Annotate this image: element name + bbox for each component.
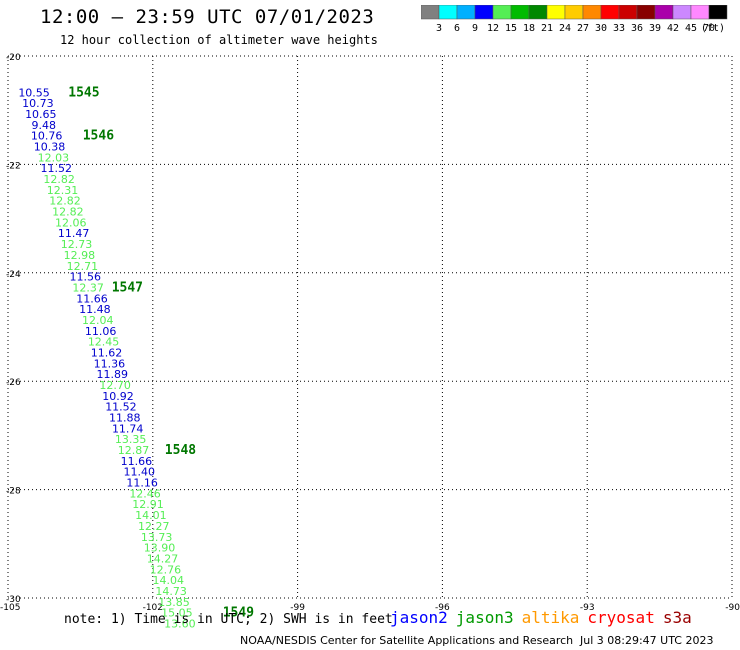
colorbar-label: 36 <box>631 23 643 33</box>
y-tick-label: -26 <box>6 378 21 388</box>
wave-height-label: 11.88 <box>109 412 141 425</box>
wave-height-label: 10.73 <box>22 97 54 110</box>
wave-height-label: 9.48 <box>31 119 56 132</box>
wave-height-label: 11.36 <box>94 357 126 370</box>
satellite-legend: jason2 jason3 altika cryosat s3a <box>390 608 700 627</box>
wave-height-label: 11.52 <box>105 401 137 414</box>
pass-label: 1547 <box>112 280 143 295</box>
wave-height-label: 11.56 <box>69 271 101 284</box>
y-tick-label: -20 <box>6 53 21 63</box>
wave-height-label: 13.73 <box>141 531 173 544</box>
pass-label: 1548 <box>165 443 196 458</box>
wave-height-label: 14.27 <box>147 552 179 565</box>
wave-height-label: 12.82 <box>43 173 75 186</box>
x-tick-label: -93 <box>580 603 595 613</box>
wave-height-label: 11.47 <box>58 227 90 240</box>
wave-height-label: 12.46 <box>129 487 161 500</box>
colorbar-label: 33 <box>613 23 625 33</box>
colorbar-label: 21 <box>541 23 553 33</box>
wave-height-label: 10.38 <box>34 141 66 154</box>
wave-height-label: 11.52 <box>41 162 73 175</box>
wave-height-label: 11.06 <box>85 325 117 338</box>
wave-height-label: 12.73 <box>61 238 93 251</box>
pass-label: 1549 <box>223 606 254 621</box>
colorbar-label: 27 <box>577 23 589 33</box>
colorbar-label: 45 <box>685 23 697 33</box>
colorbar-label: 30 <box>595 23 607 33</box>
x-tick-label: -90 <box>725 603 740 613</box>
wave-height-label: 15.05 <box>161 607 193 620</box>
colorbar-label: 39 <box>649 23 661 33</box>
satellite-jason3: jason3 <box>455 608 514 627</box>
y-tick-label: -22 <box>6 161 21 171</box>
x-tick-label: -102 <box>143 603 163 613</box>
wave-height-label: 11.40 <box>124 466 156 479</box>
wave-height-label: 12.03 <box>38 151 70 164</box>
wave-height-label: 11.66 <box>121 455 153 468</box>
wave-height-label: 14.04 <box>152 574 184 587</box>
satellite-jason2: jason2 <box>390 608 448 627</box>
chart-subtitle: 12 hour collection of altimeter wave hei… <box>60 33 378 47</box>
x-tick-label: -96 <box>435 603 450 613</box>
wave-height-label: 10.92 <box>102 390 134 403</box>
wave-height-label: 12.82 <box>49 195 81 208</box>
footnote: note: 1) Time is in UTC; 2) SWH is in fe… <box>64 612 393 627</box>
wave-height-label: 12.27 <box>138 520 170 533</box>
colorbar-label: 18 <box>523 23 535 33</box>
wave-height-label: 13.90 <box>144 542 176 555</box>
satellite-altika: altika <box>521 608 580 627</box>
wave-height-label: 11.48 <box>79 303 111 316</box>
wave-height-label: 12.71 <box>67 260 99 273</box>
wave-height-label: 11.62 <box>91 346 123 359</box>
satellite-cryosat: cryosat <box>587 608 655 627</box>
credit-text: NOAA/NESDIS Center for Satellite Applica… <box>240 634 574 647</box>
wave-height-label: 12.70 <box>99 379 131 392</box>
wave-height-label: 12.91 <box>132 498 164 511</box>
x-tick-label: -99 <box>290 603 305 613</box>
wave-height-label: 11.74 <box>112 422 144 435</box>
wave-height-label: 13.85 <box>158 596 190 609</box>
wave-height-label: 12.37 <box>72 281 104 294</box>
wave-height-label: 12.06 <box>55 216 87 229</box>
y-tick-label: -28 <box>6 487 21 497</box>
wave-height-label: 12.31 <box>47 184 79 197</box>
wave-height-label: 12.04 <box>82 314 114 327</box>
wave-height-label: 10.76 <box>31 130 63 143</box>
satellite-s3a: s3a <box>662 608 692 627</box>
colorbar-label: 42 <box>667 23 679 33</box>
pass-label: 1546 <box>83 129 114 144</box>
wave-height-label: 12.82 <box>52 206 84 219</box>
wave-height-label: 12.76 <box>150 563 182 576</box>
wave-height-label: 12.87 <box>118 444 150 457</box>
wave-height-label: 12.45 <box>88 336 120 349</box>
colorbar-label: 70 <box>703 23 715 33</box>
colorbar-label: 6 <box>454 23 460 33</box>
wave-height-label: 14.01 <box>135 509 167 522</box>
y-tick-label: -30 <box>6 595 21 605</box>
wave-height-label: 13.35 <box>115 433 147 446</box>
colorbar-label: 3 <box>436 23 442 33</box>
colorbar-label: 9 <box>472 23 478 33</box>
wave-height-label: 14.73 <box>155 585 187 598</box>
wave-height-label: 11.89 <box>97 368 129 381</box>
pass-label: 1545 <box>68 85 99 100</box>
wave-height-label: 10.65 <box>25 108 57 121</box>
colorbar-swatch <box>708 5 728 20</box>
chart-title: 12:00 — 23:59 UTC 07/01/2023 <box>40 6 375 28</box>
wave-height-label: 12.98 <box>64 249 96 262</box>
colorbar-unit: (ft) <box>701 23 725 33</box>
colorbar-label: 24 <box>559 23 571 33</box>
wave-height-label: 11.66 <box>76 292 108 305</box>
wave-height-label: 10.55 <box>18 86 50 99</box>
x-tick-label: -105 <box>0 603 20 613</box>
colorbar-label: 12 <box>487 23 499 33</box>
wave-height-label: 13.60 <box>164 617 196 630</box>
color-legend: 3 6 9 12 15 18 21 24 27 30 33 36 39 42 45 70(ft) <box>421 5 728 33</box>
wave-height-label: 11.16 <box>126 477 158 490</box>
y-tick-label: -24 <box>6 270 21 280</box>
colorbar-label: 15 <box>505 23 517 33</box>
credit-timestamp: Jul 3 08:29:47 UTC 2023 <box>580 634 714 647</box>
